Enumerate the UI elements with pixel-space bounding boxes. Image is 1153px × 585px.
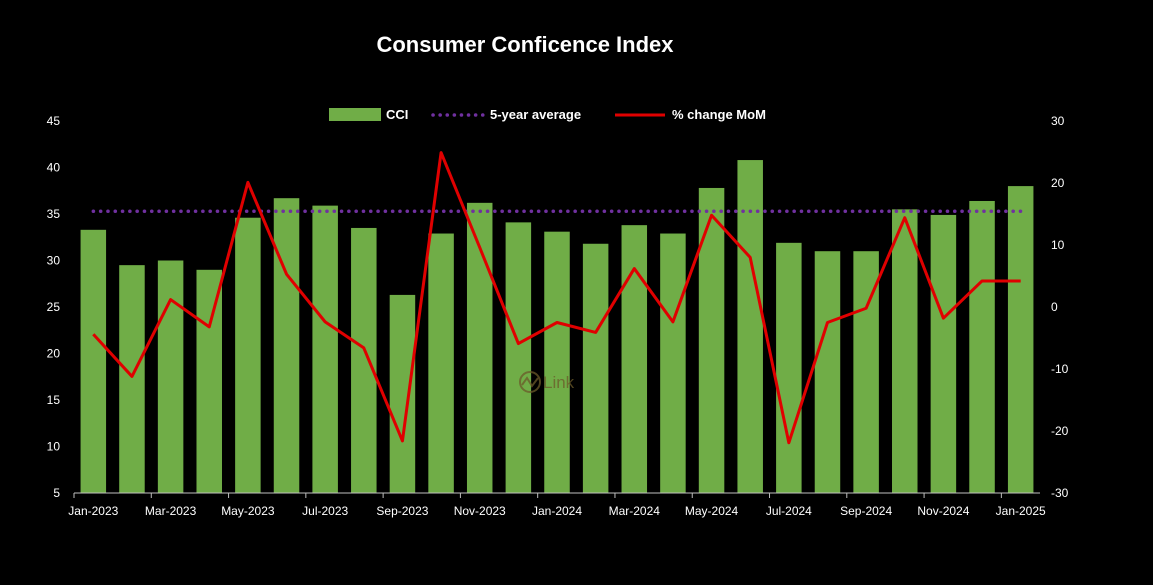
bar: [737, 160, 763, 493]
x-axis-tick-label: Sep-2023: [376, 504, 428, 518]
bar: [1007, 186, 1034, 493]
bar: [273, 198, 300, 493]
x-axis-tick-label: Jan-2024: [532, 504, 582, 518]
left-axis-tick-label: 15: [47, 393, 61, 407]
right-axis-tick-label: -20: [1051, 424, 1069, 438]
bar: [930, 214, 957, 493]
x-axis-tick-label: Jul-2024: [766, 504, 812, 518]
bar: [389, 294, 416, 493]
x-axis-tick-label: May-2023: [221, 504, 275, 518]
x-axis-tick-label: Mar-2023: [145, 504, 197, 518]
right-axis-tick-label: 10: [1051, 238, 1065, 252]
bar: [892, 209, 918, 493]
right-axis: -30 -20 -10 0 10 20 30: [1051, 114, 1069, 500]
x-axis-tick-label: Nov-2024: [917, 504, 969, 518]
left-axis-tick-label: 45: [47, 114, 61, 128]
bar: [119, 265, 145, 493]
left-axis-tick-label: 40: [47, 161, 61, 175]
mom-line: [92, 151, 1021, 445]
right-axis-tick-label: -10: [1051, 362, 1069, 376]
x-axis-tick-label: Mar-2024: [609, 504, 661, 518]
chart-title: Consumer Conficence Index: [376, 32, 674, 57]
left-axis: 5 10 15 20 25 30 35 40 45: [47, 114, 61, 500]
bar: [660, 233, 686, 493]
watermark-logo-icon: [519, 371, 541, 393]
bar: [776, 242, 802, 493]
bar-series: [80, 160, 1034, 494]
right-axis-tick-label: 20: [1051, 176, 1065, 190]
x-axis-tick-label: Jan-2023: [68, 504, 118, 518]
x-axis-tick-label: Nov-2023: [454, 504, 506, 518]
bar: [505, 222, 532, 493]
bar: [351, 227, 377, 493]
watermark-zigzag-icon: [521, 376, 539, 388]
right-axis-tick-label: -30: [1051, 486, 1069, 500]
bar: [969, 200, 995, 494]
bar: [157, 260, 184, 493]
bar: [698, 187, 725, 493]
left-axis-tick-label: 35: [47, 207, 61, 221]
right-axis-tick-label: 30: [1051, 114, 1065, 128]
legend-label-average: 5-year average: [490, 107, 581, 122]
x-axis-tick-label: Jan-2025: [996, 504, 1046, 518]
legend-swatch-cci: [329, 108, 381, 121]
bar: [235, 217, 261, 493]
bar: [428, 233, 454, 493]
x-axis: Jan-2023 Mar-2023 May-2023 Jul-2023 Sep-2023…: [68, 492, 1046, 518]
bar: [814, 251, 841, 493]
x-axis-tick-label: May-2024: [685, 504, 739, 518]
mom-series: [92, 151, 1021, 445]
legend-label-mom: % change MoM: [672, 107, 766, 122]
watermark-text: Link: [543, 373, 575, 392]
bar: [196, 269, 222, 493]
bar: [582, 243, 609, 493]
bar: [80, 229, 107, 493]
left-axis-tick-label: 25: [47, 300, 61, 314]
left-axis-tick-label: 10: [47, 440, 61, 454]
left-axis-tick-label: 30: [47, 254, 61, 268]
legend: CCI 5-year average % change MoM: [329, 107, 766, 122]
watermark: Link: [519, 371, 575, 393]
left-axis-tick-label: 20: [47, 347, 61, 361]
bar: [312, 205, 338, 493]
bar: [544, 231, 570, 494]
x-axis-tick-label: Sep-2024: [840, 504, 892, 518]
right-axis-tick-label: 0: [1051, 300, 1058, 314]
legend-label-cci: CCI: [386, 107, 408, 122]
bar: [621, 225, 648, 493]
x-axis-tick-label: Jul-2023: [302, 504, 348, 518]
left-axis-tick-label: 5: [53, 486, 60, 500]
